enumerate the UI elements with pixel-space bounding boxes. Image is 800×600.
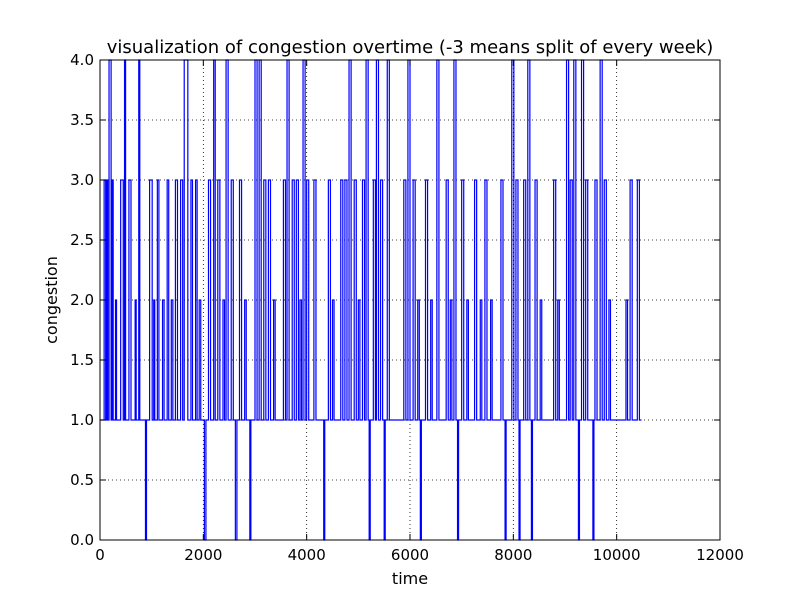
x-tick-label: 6000 [391,546,429,564]
y-tick-label: 0.0 [70,531,94,549]
plot-area [100,59,642,541]
y-tick-label: 3.5 [70,111,94,129]
y-tick-label: 4.0 [70,51,94,69]
x-tick-label: 8000 [494,546,532,564]
x-tick-label: 10000 [593,546,641,564]
chart-title: visualization of congestion overtime (-3… [107,37,714,58]
axis-ticks [99,59,721,541]
y-tick-label: 2.5 [70,231,94,249]
series-line-congestion [100,59,642,541]
x-tick-labels: 0 2000 4000 6000 8000 10000 12000 [95,546,744,564]
y-axis-title: congestion [42,256,61,344]
x-tick-label: 2000 [184,546,222,564]
y-tick-label: 3.0 [70,171,94,189]
x-axis-title: time [392,569,428,588]
y-tick-labels: 0.0 0.5 1.0 1.5 2.0 2.5 3.0 3.5 4.0 [70,51,94,549]
y-tick-label: 1.0 [70,411,94,429]
x-tick-label: 12000 [696,546,744,564]
y-tick-label: 1.5 [70,351,94,369]
x-tick-label: 4000 [288,546,326,564]
x-tick-label: 0 [95,546,105,564]
y-tick-label: 2.0 [70,291,94,309]
y-tick-label: 0.5 [70,471,94,489]
